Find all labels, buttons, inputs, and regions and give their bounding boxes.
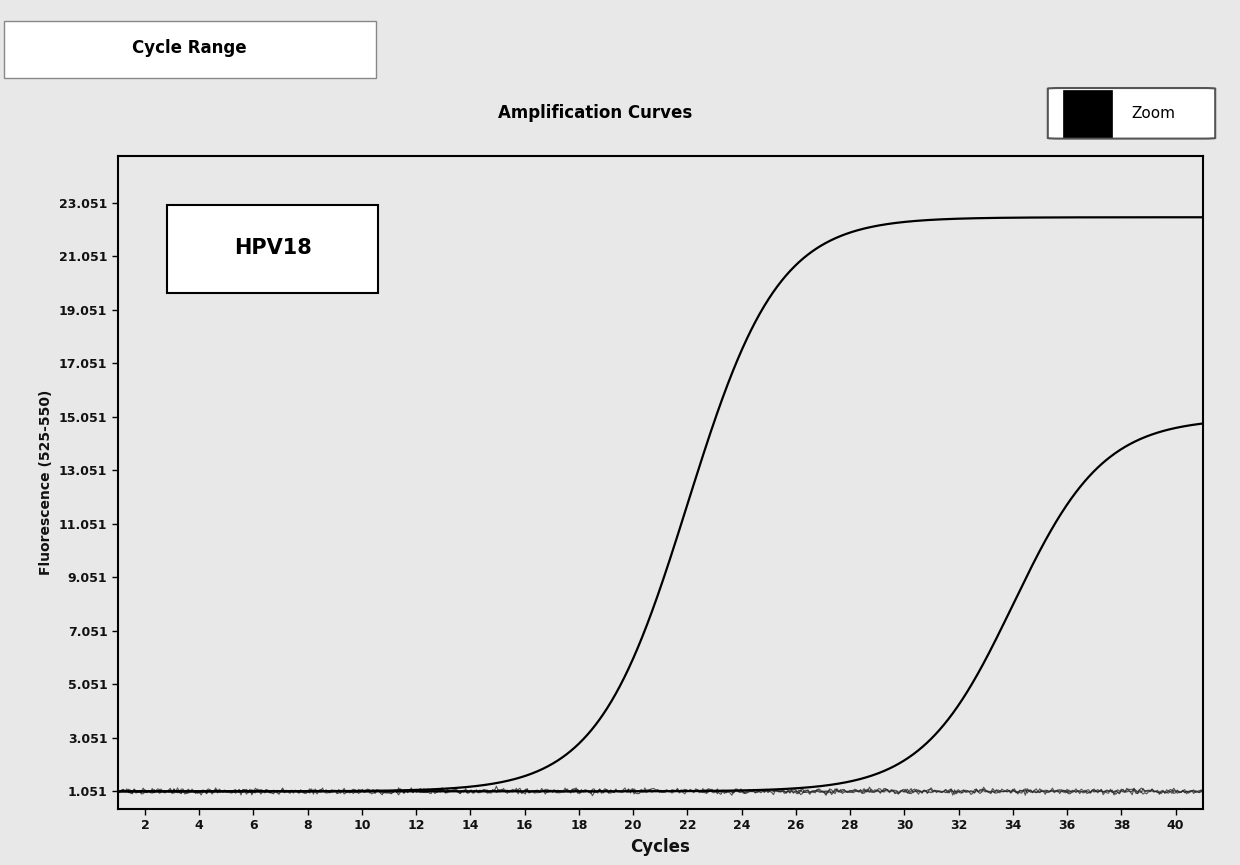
FancyBboxPatch shape <box>4 22 376 78</box>
FancyBboxPatch shape <box>166 205 378 293</box>
X-axis label: Cycles: Cycles <box>630 837 691 855</box>
Text: HPV18: HPV18 <box>234 239 311 259</box>
Text: Amplification Curves: Amplification Curves <box>498 105 692 122</box>
Text: Zoom: Zoom <box>1131 106 1176 121</box>
Y-axis label: Fluorescence (525-550): Fluorescence (525-550) <box>40 389 53 575</box>
FancyBboxPatch shape <box>1048 88 1215 138</box>
Text: Cycle Range: Cycle Range <box>133 40 247 57</box>
FancyBboxPatch shape <box>1063 90 1112 137</box>
